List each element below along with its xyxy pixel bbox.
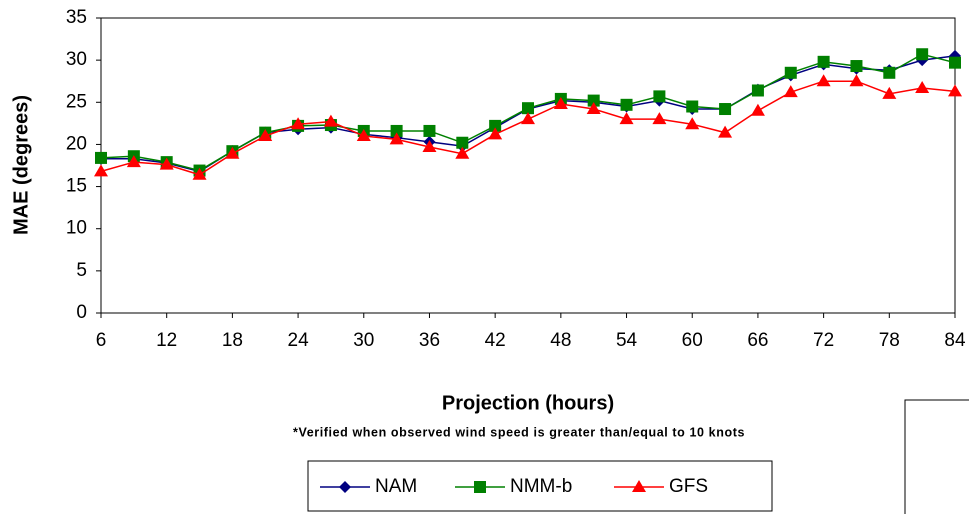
marker — [751, 84, 764, 97]
marker — [126, 155, 141, 168]
marker — [489, 119, 502, 132]
footnote: *Verified when observed wind speed is gr… — [293, 425, 745, 439]
legend-box — [307, 460, 773, 512]
x-tick-label: 42 — [485, 330, 506, 351]
y-tick-label: 30 — [66, 49, 87, 70]
marker — [916, 48, 929, 61]
x-tick-label: 36 — [419, 330, 440, 351]
marker — [339, 481, 351, 493]
marker — [522, 102, 534, 115]
marker — [553, 96, 568, 109]
marker — [225, 146, 240, 159]
marker — [474, 481, 486, 493]
x-axis-title: Projection (hours) — [442, 392, 614, 414]
marker — [816, 74, 831, 87]
x-tick-label: 12 — [156, 330, 177, 351]
marker — [882, 86, 897, 99]
legend-label: NMM-b — [510, 476, 572, 497]
marker — [653, 90, 666, 103]
marker — [949, 56, 961, 69]
marker — [587, 94, 600, 107]
y-tick-label: 20 — [66, 133, 87, 154]
marker — [883, 66, 896, 79]
legend-label: NAM — [375, 476, 417, 497]
marker — [455, 146, 470, 159]
marker — [750, 103, 765, 116]
marker — [456, 136, 469, 149]
y-tick-label: 5 — [76, 260, 87, 281]
marker — [719, 103, 732, 116]
x-tick-label: 84 — [944, 330, 966, 351]
y-tick-label: 15 — [66, 176, 87, 197]
marker — [619, 112, 634, 125]
legend-label: GFS — [669, 476, 708, 497]
y-tick-label: 25 — [66, 91, 87, 112]
marker — [652, 112, 667, 125]
y-tick-label: 10 — [66, 218, 87, 239]
x-tick-label: 78 — [879, 330, 900, 351]
marker — [817, 55, 830, 68]
marker — [192, 167, 207, 180]
marker — [356, 129, 371, 141]
marker — [948, 84, 962, 97]
marker — [849, 74, 864, 87]
panel-border — [904, 399, 969, 514]
marker — [586, 102, 601, 115]
marker — [686, 100, 699, 113]
x-tick-label: 18 — [222, 330, 243, 351]
marker — [685, 117, 700, 130]
marker — [422, 139, 437, 152]
marker — [423, 124, 436, 137]
x-tick-label: 72 — [813, 330, 834, 351]
x-tick-label: 48 — [550, 330, 571, 351]
x-tick-label: 6 — [96, 330, 107, 351]
marker — [258, 129, 273, 141]
x-tick-label: 30 — [353, 330, 374, 351]
x-tick-label: 54 — [616, 330, 638, 351]
marker — [915, 80, 930, 93]
x-tick-label: 24 — [288, 330, 310, 351]
marker — [718, 125, 733, 138]
marker — [389, 132, 404, 145]
marker — [620, 98, 633, 111]
marker — [390, 124, 403, 137]
y-tick-label: 35 — [66, 7, 87, 28]
marker — [850, 60, 863, 73]
marker — [632, 480, 646, 492]
marker — [323, 114, 338, 127]
marker — [784, 66, 797, 79]
marker — [521, 112, 535, 125]
marker — [94, 164, 108, 177]
marker — [783, 85, 798, 98]
x-tick-label: 60 — [682, 330, 703, 351]
marker — [95, 151, 107, 164]
y-axis-title: MAE (degrees) — [10, 95, 32, 235]
series-line — [100, 80, 956, 176]
x-tick-label: 66 — [747, 330, 768, 351]
marker — [488, 127, 503, 140]
marker — [291, 117, 306, 130]
y-tick-label: 0 — [76, 302, 87, 323]
marker — [159, 157, 174, 170]
